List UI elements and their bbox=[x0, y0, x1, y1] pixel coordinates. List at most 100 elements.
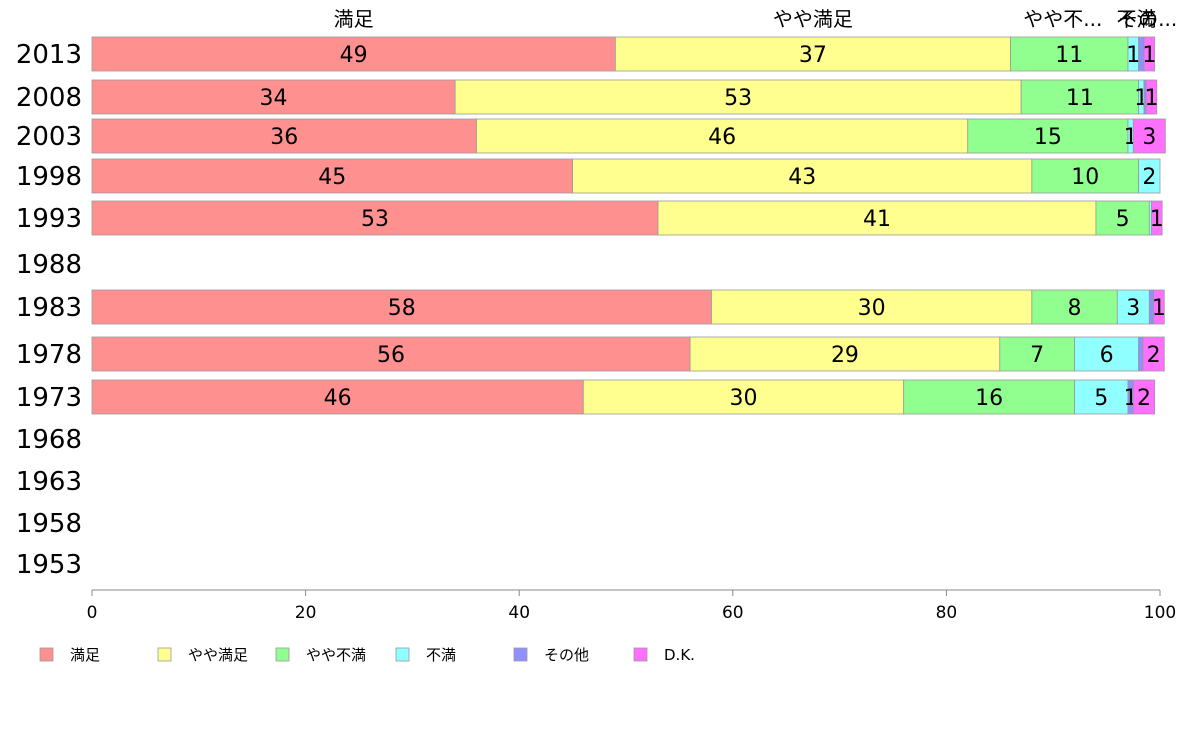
data-label: 53 bbox=[361, 207, 389, 232]
bar-segment bbox=[1031, 158, 1140, 194]
bar-segment bbox=[689, 336, 1001, 372]
bar-segment bbox=[1074, 379, 1129, 415]
data-label: 1 bbox=[1142, 43, 1156, 68]
data-label: 30 bbox=[729, 386, 757, 411]
data-label: 8 bbox=[1068, 296, 1082, 321]
data-label: 10 bbox=[1071, 165, 1099, 190]
data-label: 36 bbox=[270, 125, 298, 150]
bar-segment bbox=[91, 336, 691, 372]
year-label: 1998 bbox=[16, 162, 82, 192]
data-label: 1 bbox=[1150, 207, 1164, 232]
x-tick-label: 20 bbox=[295, 603, 317, 623]
legend-swatch bbox=[39, 647, 54, 662]
bar-segment bbox=[1138, 158, 1161, 194]
year-label: 1953 bbox=[16, 550, 82, 580]
top-series-label: やや満足 bbox=[773, 7, 853, 31]
bar-segment bbox=[1095, 200, 1150, 236]
year-label: 1973 bbox=[16, 383, 82, 413]
bar-segment bbox=[1143, 36, 1156, 72]
x-tick-label: 80 bbox=[936, 603, 958, 623]
data-label: 6 bbox=[1100, 343, 1114, 368]
bar-segment bbox=[967, 118, 1129, 154]
legend-swatch bbox=[633, 647, 648, 662]
data-label: 16 bbox=[975, 386, 1003, 411]
data-label: 11 bbox=[1066, 86, 1094, 111]
bar-segment bbox=[91, 36, 616, 72]
x-tick-label: 40 bbox=[508, 603, 530, 623]
bar-segment bbox=[1142, 336, 1165, 372]
year-label: 2013 bbox=[16, 40, 82, 70]
bar-segment bbox=[1138, 336, 1144, 372]
bar-segment bbox=[91, 158, 574, 194]
legend-label: やや不満 bbox=[306, 646, 366, 664]
data-label: 45 bbox=[318, 165, 346, 190]
bar-segment bbox=[1132, 118, 1166, 154]
bar-segment bbox=[711, 289, 1033, 325]
bar-segment bbox=[657, 200, 1097, 236]
data-label: 46 bbox=[324, 386, 352, 411]
year-label: 1983 bbox=[16, 293, 82, 323]
bar-segment bbox=[1151, 200, 1163, 236]
year-label: 1988 bbox=[16, 250, 82, 280]
bar-segment bbox=[582, 379, 905, 415]
data-label: 2 bbox=[1137, 386, 1151, 411]
bar-segment bbox=[1116, 289, 1150, 325]
year-label: 1978 bbox=[16, 340, 82, 370]
bar-segment bbox=[1145, 79, 1158, 115]
legend-swatch bbox=[157, 647, 172, 662]
year-label: 2003 bbox=[16, 122, 82, 152]
bar-segment bbox=[91, 118, 477, 154]
data-label: 49 bbox=[340, 43, 368, 68]
data-label: 29 bbox=[831, 343, 859, 368]
data-label: 43 bbox=[788, 165, 816, 190]
data-label: 46 bbox=[708, 125, 736, 150]
data-label: 3 bbox=[1126, 296, 1140, 321]
data-label: 1 bbox=[1126, 43, 1140, 68]
data-label: 2 bbox=[1147, 343, 1161, 368]
bar-segment bbox=[1020, 79, 1140, 115]
data-label: 41 bbox=[863, 207, 891, 232]
legend-label: やや満足 bbox=[188, 646, 248, 664]
bar-segment bbox=[1132, 379, 1156, 415]
bar-segment bbox=[91, 379, 584, 415]
legend-label: 不満 bbox=[426, 646, 456, 664]
year-label: 1963 bbox=[16, 467, 82, 497]
data-label: 7 bbox=[1030, 343, 1044, 368]
data-label: 11 bbox=[1055, 43, 1083, 68]
x-tick-label: 100 bbox=[1144, 603, 1176, 623]
legend-label: D.K. bbox=[664, 646, 695, 664]
top-series-label: 不満 bbox=[1117, 7, 1157, 31]
x-tick-label: 60 bbox=[722, 603, 744, 623]
x-tick-label: 0 bbox=[87, 603, 98, 623]
bar-segment bbox=[572, 158, 1033, 194]
legend-swatch bbox=[275, 647, 290, 662]
data-label: 34 bbox=[260, 86, 288, 111]
data-label: 56 bbox=[377, 343, 405, 368]
year-label: 2008 bbox=[16, 83, 82, 113]
bar-segment bbox=[999, 336, 1075, 372]
legend-swatch bbox=[395, 647, 410, 662]
bar-segment bbox=[476, 118, 969, 154]
bar-segment bbox=[91, 289, 712, 325]
data-label: 5 bbox=[1094, 386, 1108, 411]
bar-segment bbox=[91, 200, 659, 236]
bar-segment bbox=[614, 36, 1011, 72]
legend-label: 満足 bbox=[70, 646, 100, 664]
legend-swatch bbox=[513, 647, 528, 662]
bar-segment bbox=[903, 379, 1075, 415]
legend-label: その他 bbox=[544, 646, 589, 664]
data-label: 53 bbox=[724, 86, 752, 111]
bar-segment bbox=[1010, 36, 1129, 72]
data-label: 58 bbox=[388, 296, 416, 321]
year-label: 1968 bbox=[16, 425, 82, 455]
data-label: 30 bbox=[858, 296, 886, 321]
data-label: 1 bbox=[1152, 296, 1166, 321]
data-label: 3 bbox=[1142, 125, 1156, 150]
top-series-label: 満足 bbox=[334, 7, 374, 31]
year-label: 1958 bbox=[16, 509, 82, 539]
data-label: 37 bbox=[799, 43, 827, 68]
data-label: 1 bbox=[1144, 86, 1158, 111]
bar-segment bbox=[1074, 336, 1140, 372]
